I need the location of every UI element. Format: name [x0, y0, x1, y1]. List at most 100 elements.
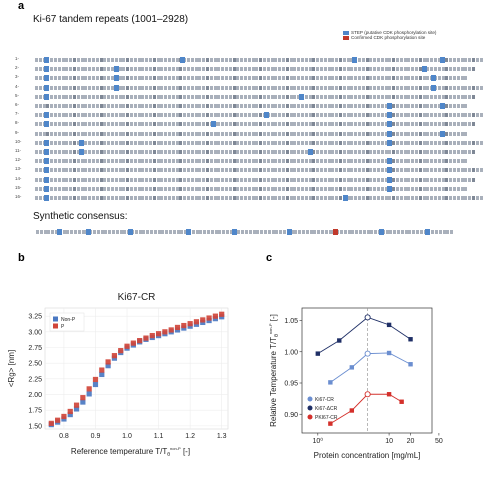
residue-glyph [213, 85, 217, 90]
x-tick-label: 10 [385, 438, 393, 445]
residue-glyph [50, 58, 54, 62]
residue-glyph [464, 58, 468, 62]
residue-glyph [335, 67, 339, 72]
residue-glyph [274, 122, 278, 127]
residue-glyph [361, 76, 365, 81]
residue-glyph [373, 67, 377, 72]
residue-glyph [152, 150, 156, 154]
residue-glyph [327, 104, 331, 108]
residue-glyph [270, 168, 274, 173]
residue-glyph [217, 140, 221, 145]
residue-glyph [122, 113, 126, 118]
residue-glyph [434, 122, 437, 127]
residue-glyph [107, 177, 111, 182]
residue-glyph [221, 186, 225, 191]
sequence-row-number: 9- [15, 129, 19, 135]
residue-glyph [369, 131, 373, 136]
residue-glyph [354, 113, 358, 118]
residue-glyph [99, 58, 103, 62]
residue-glyph [342, 131, 346, 136]
residue-glyph [160, 122, 164, 127]
residue-glyph [221, 113, 225, 118]
residue-glyph [335, 113, 339, 118]
residue-glyph [202, 113, 206, 118]
residue-glyph [107, 186, 111, 191]
residue-glyph [122, 159, 126, 164]
legend-swatch-blue [343, 30, 349, 35]
residue-glyph [380, 186, 384, 191]
residue-glyph [225, 94, 228, 99]
residue-glyph [137, 94, 141, 99]
residue-glyph [149, 196, 152, 200]
residue-glyph [130, 177, 133, 182]
residue-glyph [369, 150, 373, 154]
residue-glyph [209, 159, 213, 164]
residue-glyph [61, 168, 65, 173]
residue-glyph [95, 67, 99, 72]
residue-glyph [156, 104, 160, 108]
panel-b-letter: b [18, 252, 25, 264]
residue-glyph [259, 186, 263, 191]
residue-glyph [377, 159, 380, 164]
residue-glyph [323, 67, 327, 72]
residue-glyph [217, 131, 221, 136]
residue-glyph [301, 58, 304, 62]
residue-glyph [407, 186, 411, 191]
residue-glyph [456, 159, 460, 164]
residue-glyph [350, 196, 354, 200]
residue-glyph [164, 104, 168, 108]
residue-glyph [130, 131, 133, 136]
residue-glyph [126, 177, 130, 182]
residue-glyph [456, 104, 460, 108]
residue-glyph [228, 113, 232, 118]
residue-glyph [460, 159, 464, 164]
residue-glyph [232, 196, 236, 200]
residue-glyph [430, 67, 434, 72]
residue-glyph [456, 76, 460, 81]
residue-glyph [118, 159, 122, 164]
legend-box [49, 312, 85, 332]
residue-glyph [130, 186, 133, 191]
residue-glyph [468, 168, 472, 173]
residue-glyph [247, 122, 251, 127]
residue-glyph [69, 196, 73, 200]
residue-glyph [57, 76, 61, 81]
residue-glyph [152, 177, 156, 182]
residue-glyph [365, 113, 369, 118]
residue-glyph [331, 94, 335, 99]
residue-glyph [133, 177, 137, 182]
residue-glyph [358, 196, 361, 200]
residue-glyph [92, 159, 95, 164]
residue-glyph [88, 67, 92, 72]
residue-glyph [418, 159, 422, 164]
series-p-point [137, 338, 143, 344]
residue-glyph [285, 104, 289, 108]
residue-glyph [411, 140, 415, 145]
residue-glyph [206, 177, 209, 182]
residue-glyph [111, 131, 114, 136]
residue-glyph [464, 122, 468, 127]
residue-glyph [244, 58, 247, 62]
residue-glyph [407, 113, 411, 118]
residue-glyph [84, 186, 88, 191]
residue-glyph [118, 85, 122, 90]
residue-glyph [236, 177, 240, 182]
residue-glyph [323, 140, 327, 145]
residue-glyph [301, 122, 304, 127]
residue-glyph [179, 67, 183, 72]
residue-glyph [399, 196, 403, 200]
residue-glyph [175, 150, 179, 154]
residue-glyph [190, 122, 194, 127]
residue-glyph [213, 94, 217, 99]
residue-glyph [301, 85, 304, 90]
residue-glyph [289, 186, 293, 191]
residue-glyph [350, 113, 354, 118]
residue-glyph [95, 196, 99, 200]
residue-glyph [164, 140, 168, 145]
residue-glyph [270, 131, 274, 136]
residue-glyph [160, 104, 164, 108]
residue-glyph [475, 168, 479, 173]
residue-glyph [331, 85, 335, 90]
residue-glyph [270, 196, 274, 200]
